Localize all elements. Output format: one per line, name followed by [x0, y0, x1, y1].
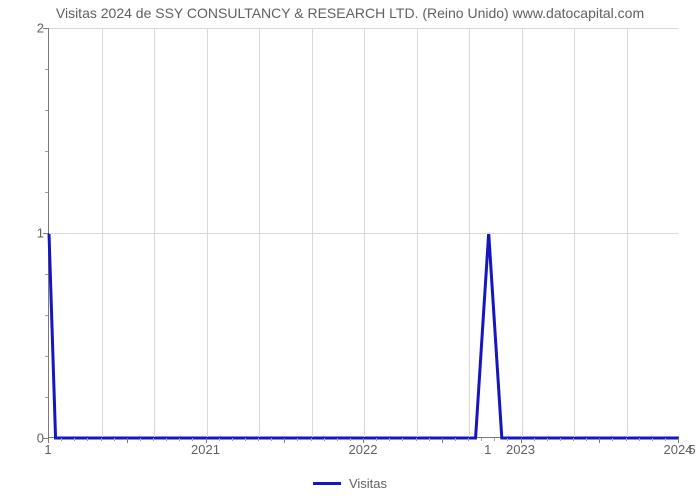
hgrid-line	[49, 28, 678, 29]
x-minor-tick	[416, 438, 417, 441]
x-minor-tick	[455, 438, 456, 441]
y-minor-tick	[45, 397, 48, 398]
y-tick-mark	[43, 233, 48, 234]
x-minor-tick	[297, 438, 298, 441]
y-tick-label: 2	[4, 21, 44, 36]
y-minor-tick	[45, 274, 48, 275]
y-minor-tick	[45, 315, 48, 316]
x-minor-tick	[626, 438, 627, 441]
y-minor-tick	[45, 356, 48, 357]
x-minor-tick	[652, 438, 653, 441]
y-tick-mark	[43, 28, 48, 29]
x-minor-tick	[153, 438, 154, 441]
x-minor-tick	[101, 438, 102, 441]
x-minor-tick	[639, 438, 640, 441]
x-minor-tick	[560, 438, 561, 441]
y-minor-tick	[45, 110, 48, 111]
x-minor-tick	[573, 438, 574, 441]
plot-area	[48, 28, 678, 438]
x-minor-tick	[429, 438, 430, 441]
x-minor-tick	[114, 438, 115, 441]
x-minor-tick	[468, 438, 469, 441]
x-minor-tick	[61, 438, 62, 441]
y-tick-label: 0	[4, 431, 44, 446]
x-minor-tick	[350, 438, 351, 441]
x-minor-tick	[507, 438, 508, 441]
x-tick-label: 1	[44, 442, 51, 457]
y-minor-tick	[45, 151, 48, 152]
x-minor-tick	[140, 438, 141, 441]
x-minor-tick	[376, 438, 377, 441]
x-minor-tick	[481, 438, 482, 441]
x-minor-tick	[337, 438, 338, 441]
x-minor-tick	[534, 438, 535, 441]
hgrid-line	[49, 233, 678, 234]
x-tick-label: 2023	[506, 442, 535, 457]
chart-container: Visitas 2024 de SSY CONSULTANCY & RESEAR…	[0, 0, 700, 500]
x-minor-tick	[612, 438, 613, 441]
x-minor-tick	[389, 438, 390, 441]
x-minor-tick	[324, 438, 325, 441]
x-tick-mark	[127, 438, 128, 443]
chart-title: Visitas 2024 de SSY CONSULTANCY & RESEAR…	[0, 5, 700, 21]
x-minor-tick	[665, 438, 666, 441]
legend-label: Visitas	[349, 476, 387, 491]
legend-item-visitas: Visitas	[313, 476, 387, 491]
x-minor-tick	[166, 438, 167, 441]
x-minor-tick	[402, 438, 403, 441]
y-minor-tick	[45, 69, 48, 70]
x-minor-tick	[494, 438, 495, 441]
legend: Visitas	[0, 472, 700, 491]
x-tick-mark	[442, 438, 443, 443]
x-tick-mark	[284, 438, 285, 443]
x-minor-tick	[258, 438, 259, 441]
x-minor-tick	[311, 438, 312, 441]
x-tick-label: 2021	[191, 442, 220, 457]
x-minor-tick	[87, 438, 88, 441]
x-minor-tick	[271, 438, 272, 441]
x-extra-label: 5	[688, 442, 695, 457]
x-tick-label: 2022	[349, 442, 378, 457]
y-tick-label: 1	[4, 226, 44, 241]
x-minor-tick	[74, 438, 75, 441]
legend-swatch	[313, 482, 341, 485]
x-minor-tick	[586, 438, 587, 441]
x-minor-tick	[232, 438, 233, 441]
x-tick-mark	[599, 438, 600, 443]
x-minor-tick	[219, 438, 220, 441]
x-minor-tick	[179, 438, 180, 441]
x-extra-label: 1	[484, 442, 491, 457]
x-minor-tick	[547, 438, 548, 441]
y-minor-tick	[45, 192, 48, 193]
x-minor-tick	[192, 438, 193, 441]
x-minor-tick	[245, 438, 246, 441]
